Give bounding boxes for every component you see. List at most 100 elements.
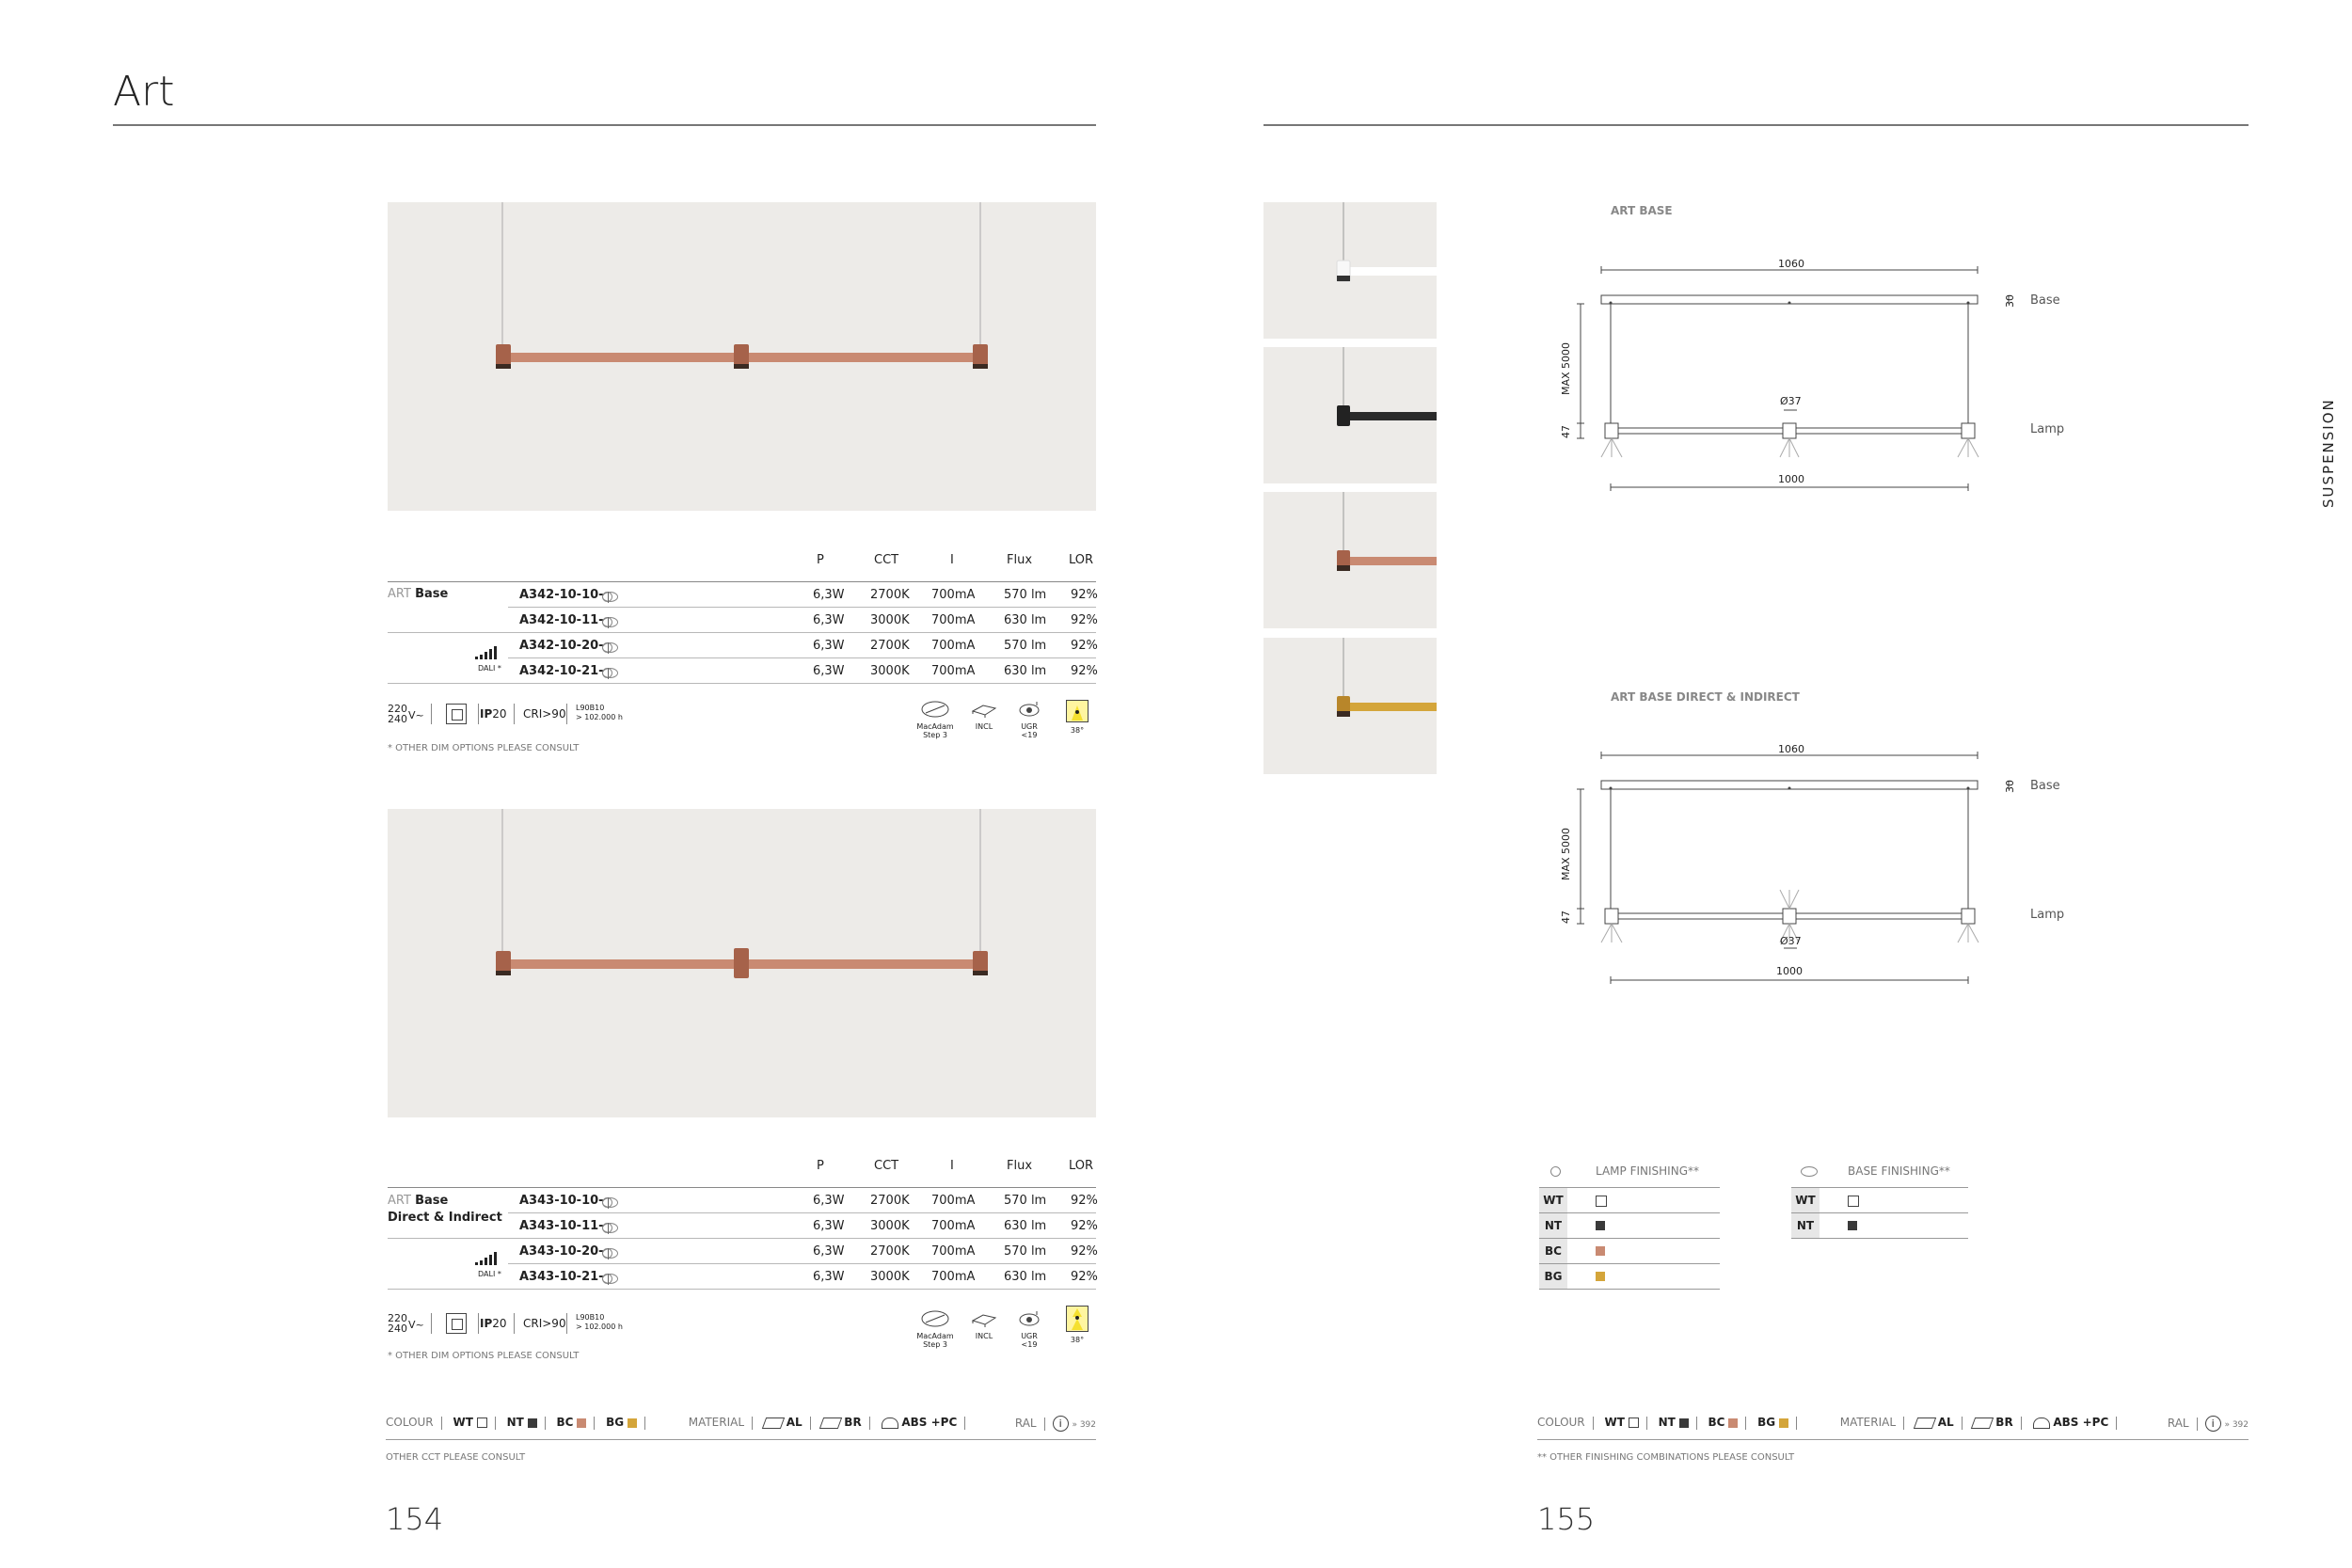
flux-value: 570 lm <box>1004 639 1047 653</box>
table-row: A343-10-10- 6,3W 2700K 700mA 570 lm 92% <box>508 1188 1098 1213</box>
colour-bg: BG <box>1757 1416 1776 1429</box>
finish-thumbnail-copper <box>1263 492 1437 628</box>
dim-width-top: 1060 <box>1778 743 1804 755</box>
col-header-cct: CCT <box>874 1159 899 1173</box>
finishing-row: WT <box>1791 1188 1968 1213</box>
swatch-bc <box>1728 1418 1739 1428</box>
dim-lamp-height: 47 <box>1560 911 1572 924</box>
abs-pc-icon <box>2032 1417 2050 1429</box>
product-code: A343-10-10- <box>519 1194 604 1208</box>
cct-value: 2700K <box>870 1194 910 1208</box>
table-row: A343-10-11- 6,3W 3000K 700mA 630 lm 92% <box>388 1213 1098 1239</box>
diagram-title: ART BASE DIRECT & INDIRECT <box>1611 690 1800 704</box>
colour-label: COLOUR <box>1537 1416 1585 1429</box>
col-header-flux: Flux <box>1007 553 1033 567</box>
material-abs-pc: ABS +PC <box>2053 1416 2109 1429</box>
brass-icon <box>819 1417 843 1429</box>
power-value: 6,3W <box>813 588 845 602</box>
callout-lamp: Lamp <box>2030 422 2065 436</box>
base-icon <box>1801 1166 1818 1177</box>
product-code: A342-10-21- <box>519 664 604 678</box>
footer-rule <box>386 1439 1096 1440</box>
dim-base-height: 30 <box>2004 294 2016 308</box>
beam-angle-icon <box>1066 1306 1089 1332</box>
finishing-row: BC <box>1539 1239 1720 1264</box>
lifetime-spec: L90B10 > 102.000 h <box>576 1313 623 1331</box>
product-label-prefix: ART <box>388 587 411 601</box>
macadam-spec: MacAdam Step 3 <box>916 1309 954 1349</box>
product-label: ART Base <box>388 587 448 601</box>
macadam-icon <box>921 701 949 718</box>
power-value: 6,3W <box>813 664 845 678</box>
driver-icon <box>971 705 997 718</box>
dim-height: MAX 5000 <box>1560 341 1572 395</box>
flux-value: 630 lm <box>1004 664 1047 678</box>
product-code: A343-10-20- <box>519 1244 604 1259</box>
class-ii-icon <box>446 1313 467 1334</box>
base-icon <box>602 592 618 602</box>
dali-label: DALI * <box>478 1270 501 1278</box>
current-value: 700mA <box>931 1219 976 1233</box>
product-code: A342-10-10- <box>519 588 604 602</box>
table-row: A343-10-20- 6,3W 2700K 700mA 570 lm 92% <box>508 1239 1098 1264</box>
finish-swatch <box>1848 1196 1859 1207</box>
finish-thumbnail-white <box>1263 202 1437 339</box>
lor-value: 92% <box>1071 588 1098 602</box>
swatch-bg <box>627 1418 637 1428</box>
current-value: 700mA <box>931 664 976 678</box>
voltage-unit: V~ <box>408 1319 424 1331</box>
lamp-finishing-header: LAMP FINISHING** <box>1539 1163 1720 1187</box>
lor-value: 92% <box>1071 664 1098 678</box>
cct-value: 3000K <box>870 613 910 627</box>
colour-wt: WT <box>1604 1416 1625 1429</box>
callout-base: Base <box>2030 779 2060 793</box>
lor-value: 92% <box>1071 1194 1098 1208</box>
col-header-cct: CCT <box>874 553 899 567</box>
finish-code: WT <box>1539 1188 1567 1212</box>
eye-icon <box>1019 1311 1040 1326</box>
cct-value: 3000K <box>870 1270 910 1284</box>
info-icon: i <box>1052 1416 1069 1432</box>
finish-code: WT <box>1791 1188 1820 1212</box>
aluminium-icon <box>761 1417 786 1429</box>
finish-code: NT <box>1791 1213 1820 1238</box>
power-value: 6,3W <box>813 1194 845 1208</box>
voltage-spec: 220 240 <box>388 1312 407 1335</box>
current-value: 700mA <box>931 613 976 627</box>
dali-label: DALI * <box>478 664 501 673</box>
colour-bg: BG <box>606 1416 625 1429</box>
page-title: Art <box>113 68 175 116</box>
finish-swatch <box>1596 1221 1605 1230</box>
lor-value: 92% <box>1071 1244 1098 1259</box>
dim-height: MAX 5000 <box>1560 827 1572 880</box>
title-divider <box>1263 124 2249 126</box>
right-footer-bar: COLOUR WT NT BC BG MATERIAL AL BR ABS +P… <box>1537 1416 2249 1434</box>
dimension-drawing <box>1577 752 2010 984</box>
dim-width-top: 1060 <box>1778 258 1804 270</box>
base-finishing-table: BASE FINISHING** WT NT <box>1791 1163 1968 1239</box>
base-icon <box>602 1248 618 1259</box>
callout-base: Base <box>2030 293 2060 308</box>
col-header-p: P <box>817 1159 824 1173</box>
base-icon <box>602 642 618 653</box>
product-photo-art-base-direct-indirect <box>388 809 1096 1117</box>
material-br: BR <box>844 1416 862 1429</box>
dim-diameter: Ø37 <box>1780 935 1802 947</box>
left-footer-bar: COLOUR WT NT BC BG MATERIAL AL BR ABS +P… <box>386 1416 1096 1434</box>
finish-swatch <box>1596 1196 1607 1207</box>
technical-drawing-art-base-direct-indirect: 1060 MAX 5000 47 30 Ø37 1000 Base Lamp <box>1534 730 2098 993</box>
current-value: 700mA <box>931 1244 976 1259</box>
finishing-row: BG <box>1539 1264 1720 1290</box>
table-row: A342-10-20- 6,3W 2700K 700mA 570 lm 92% <box>508 633 1098 658</box>
col-header-lor: LOR <box>1069 1159 1094 1173</box>
brass-icon <box>1971 1417 1994 1429</box>
ugr-spec: UGR <19 <box>1012 700 1046 739</box>
table-top-rule <box>388 581 1096 582</box>
ral-reference: RAL i » 392 <box>2167 1416 2249 1432</box>
swatch-wt <box>1628 1418 1639 1428</box>
base-icon <box>602 617 618 627</box>
section-side-label: SUSPENSION <box>2320 398 2337 508</box>
cct-value: 2700K <box>870 588 910 602</box>
dim-options-note: * OTHER DIM OPTIONS PLEASE CONSULT <box>388 1351 580 1361</box>
material-label: MATERIAL <box>688 1416 745 1429</box>
